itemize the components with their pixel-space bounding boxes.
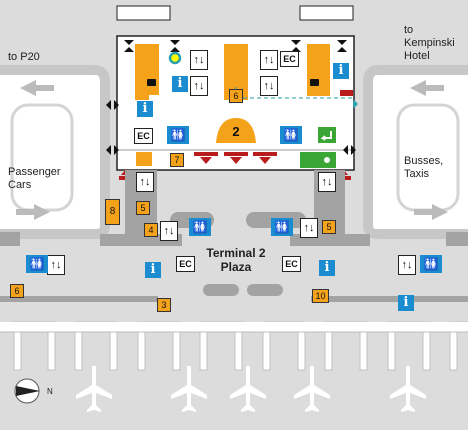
left-building-border: [0, 65, 110, 239]
left-garage-ramp: [10, 103, 74, 212]
toilets-icon: 🚻: [420, 255, 442, 273]
concourse-wall-far-left: [0, 232, 20, 246]
toilets-icon: 🚻: [26, 255, 48, 273]
elevator-icon: ↑↓: [260, 76, 278, 96]
door-arrows: [106, 40, 356, 155]
elevator-icon: ↑↓: [260, 50, 278, 70]
right-arrow-icon: [16, 204, 50, 220]
return-arrow-icon: [320, 131, 332, 141]
meeting-point-icon: [168, 51, 182, 65]
elevator-icon: ↑↓: [190, 50, 208, 70]
marker-7: 7: [170, 153, 184, 167]
marker-5-left: 5: [136, 201, 150, 215]
marker-6-top: 6: [229, 89, 243, 103]
elevator-icon: ↑↓: [160, 221, 178, 241]
info-point-icon: i: [319, 260, 335, 276]
elevator-icon: ↑↓: [136, 172, 154, 192]
checkin-counter-a: [135, 44, 159, 100]
airplane-icons: [76, 366, 426, 412]
left-connector: [100, 234, 130, 246]
info-point-icon: i: [333, 63, 349, 79]
right-connector: [340, 234, 370, 246]
plaza-planter-right: [247, 284, 283, 296]
marker-5-right: 5: [322, 220, 336, 234]
right-arrow-icon-east: [414, 204, 448, 220]
toilets-icon: 🚻: [189, 218, 211, 236]
info-point-icon: i: [172, 76, 188, 92]
concourse-wall-far-right: [446, 232, 468, 246]
compass-icon: [14, 378, 40, 404]
marker-2: 2: [232, 124, 240, 139]
ec-atm-icon: EC: [282, 256, 301, 272]
return-exit: [318, 127, 336, 143]
baggage-icon: [310, 79, 319, 86]
ec-atm-icon: EC: [176, 256, 195, 272]
elevator-icon: ↑↓: [190, 76, 208, 96]
teal-arrow-icon: [353, 99, 358, 109]
gate-wall-right: [311, 296, 468, 302]
to-kempinski-label: to Kempinski Hotel: [404, 24, 455, 62]
info-point-icon: i: [145, 262, 161, 278]
marker-8: 8: [105, 199, 120, 225]
exit-dot-icon: [324, 157, 330, 163]
elevator-icon: ↑↓: [47, 255, 65, 275]
marker-3: 3: [157, 298, 171, 312]
central-counter: [216, 118, 256, 143]
apron-edge: [0, 322, 468, 332]
top-road-box-right: [299, 5, 354, 21]
north-label: N: [47, 387, 53, 396]
marker-4: 4: [144, 223, 158, 237]
toilets-icon: 🚻: [280, 126, 302, 144]
passenger-cars-label: Passenger Cars: [8, 166, 61, 191]
terminal-2-plaza-label: Terminal 2 Plaza: [206, 246, 266, 274]
baggage-icon: [147, 79, 156, 86]
orange-kiosk: [136, 152, 152, 166]
red-barrier: [340, 90, 353, 96]
marker-10: 10: [312, 289, 329, 303]
elevator-icon: ↑↓: [300, 218, 318, 238]
info-point-icon: i: [398, 295, 414, 311]
toilets-icon: 🚻: [271, 218, 293, 236]
elevator-icon: ↑↓: [318, 172, 336, 192]
to-p20-label: to P20: [8, 51, 40, 63]
toilets-icon: 🚻: [167, 126, 189, 144]
plaza-planter-left: [203, 284, 239, 296]
elevator-icon: ↑↓: [398, 255, 416, 275]
top-road-box-left: [116, 5, 171, 21]
right-building-border: [363, 65, 468, 239]
left-arrow-icon: [20, 80, 54, 96]
marker-6-left: 6: [10, 284, 24, 298]
ec-atm-icon: EC: [134, 128, 153, 144]
busses-taxis-label: Busses, Taxis: [404, 155, 444, 180]
gate-wall-left: [0, 296, 158, 302]
checkin-counter-b: [224, 44, 248, 100]
left-arrow-icon-east: [410, 80, 444, 96]
green-exit-a: [300, 152, 318, 168]
checkin-counter-c: [307, 44, 330, 96]
ec-atm-icon: EC: [280, 51, 299, 67]
info-point-icon: i: [137, 101, 153, 117]
